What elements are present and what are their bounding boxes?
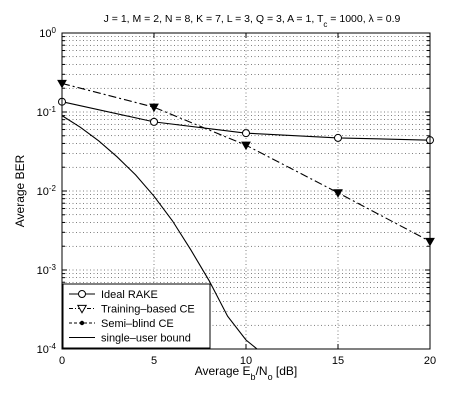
single-user-bound-line: [61, 115, 258, 350]
chart-title: J = 1, M = 2, N = 8, K = 7, L = 3, Q = 3…: [104, 13, 401, 29]
y-tick-label: 10-1: [37, 105, 57, 120]
ideal-rake-point: [242, 129, 250, 138]
training-based-ce-point: [333, 189, 343, 198]
y-axis-label: Average BER: [13, 154, 27, 227]
ideal-rake-point: [334, 133, 342, 142]
legend-training-based-ce-label: Training–based CE: [101, 304, 195, 316]
legend-items: Ideal RAKE Training–based CE Semi–blind CE…: [69, 289, 195, 345]
y-tick-label: 10-4: [37, 342, 57, 357]
legend-ideal-rake-marker: [78, 290, 86, 298]
y-tick-label: 100: [39, 26, 56, 41]
x-tick-label: 15: [332, 355, 344, 367]
y-tick-label: 10-2: [37, 184, 57, 199]
legend: Ideal RAKE Training–based CE Semi–blind CE…: [62, 283, 211, 349]
ideal-rake-point: [150, 117, 158, 126]
legend-semi-blind-ce-label: Semi–blind CE: [101, 318, 174, 330]
series-layer: [57, 79, 435, 350]
x-tick-label: 10: [240, 355, 252, 367]
legend-ideal-rake-label: Ideal RAKE: [101, 289, 158, 301]
x-tick-label: 5: [151, 355, 157, 367]
x-tick-label: 0: [59, 355, 65, 367]
legend-semi-blind-ce-marker: [79, 320, 85, 326]
tick-layer: 0 5 10 15 20 10-4 10-3 10-2 10-1 100: [37, 26, 437, 368]
x-axis-label: Average Eb/No [dB]: [195, 364, 298, 382]
y-tick-label: 10-3: [37, 263, 57, 278]
legend-training-based-ce-marker: [76, 304, 88, 314]
legend-single-user-bound-label: single–user bound: [101, 333, 191, 345]
training-based-ce-point: [149, 103, 159, 113]
training-based-ce-point: [241, 141, 251, 151]
x-tick-label: 20: [424, 355, 436, 367]
